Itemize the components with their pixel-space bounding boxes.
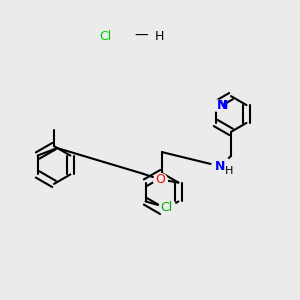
Text: N: N [215,160,226,173]
Text: N: N [217,99,227,112]
Text: O: O [155,173,165,186]
Text: N: N [218,99,228,112]
Text: H: H [154,29,164,43]
Text: Cl: Cl [99,29,111,43]
Text: H: H [225,166,233,176]
Text: Cl: Cl [160,201,173,214]
Text: —: — [134,29,148,43]
